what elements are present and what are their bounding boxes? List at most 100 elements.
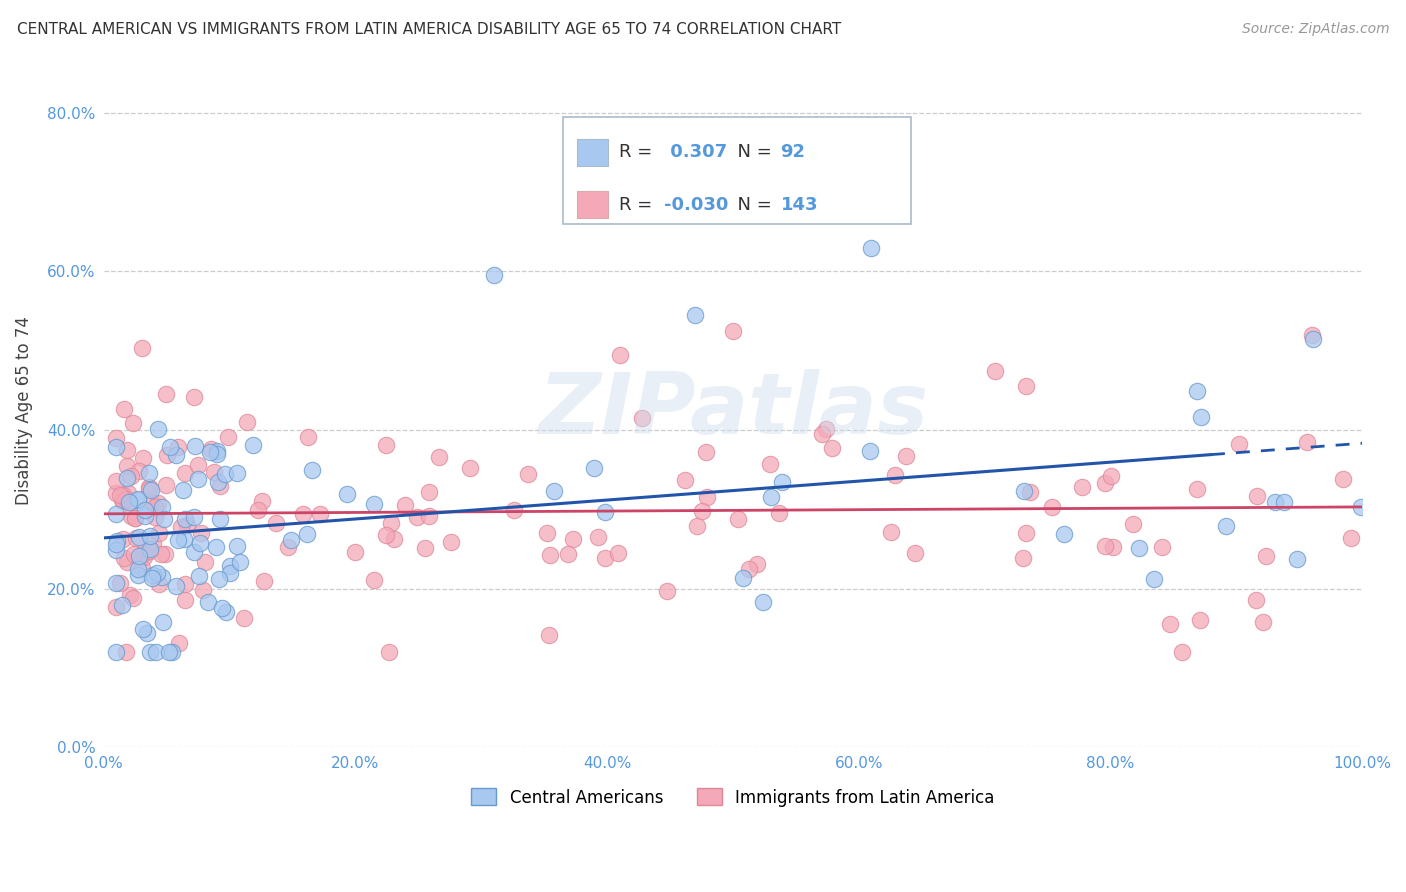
Point	[150, 500, 173, 514]
Point	[191, 582, 214, 597]
Text: 0.307: 0.307	[664, 144, 727, 161]
Point	[1286, 552, 1309, 566]
Point	[207, 475, 229, 490]
Point	[118, 588, 141, 602]
Point	[157, 645, 180, 659]
Point	[173, 532, 195, 546]
Point	[821, 441, 844, 455]
Point	[406, 509, 429, 524]
Point	[295, 527, 318, 541]
Point	[155, 547, 177, 561]
Point	[170, 520, 193, 534]
Point	[759, 457, 782, 471]
Point	[630, 411, 652, 425]
Text: CENTRAL AMERICAN VS IMMIGRANTS FROM LATIN AMERICA DISABILITY AGE 65 TO 74 CORREL: CENTRAL AMERICAN VS IMMIGRANTS FROM LATI…	[17, 22, 841, 37]
Point	[983, 364, 1005, 378]
Point	[183, 510, 205, 524]
Point	[242, 438, 264, 452]
Point	[1264, 495, 1286, 509]
Point	[884, 468, 907, 483]
Point	[1070, 480, 1092, 494]
Point	[860, 240, 883, 254]
Point	[172, 483, 194, 497]
Point	[1040, 500, 1063, 515]
Point	[538, 549, 561, 563]
Point	[142, 536, 165, 550]
Point	[156, 448, 179, 462]
Point	[155, 387, 177, 401]
Point	[344, 545, 367, 559]
Point	[138, 482, 160, 496]
Point	[141, 571, 163, 585]
Point	[132, 450, 155, 465]
Point	[105, 645, 128, 659]
Text: Source: ZipAtlas.com: Source: ZipAtlas.com	[1241, 22, 1389, 37]
Point	[111, 532, 134, 546]
Point	[377, 645, 399, 659]
Point	[226, 540, 249, 554]
Point	[1015, 525, 1038, 540]
Point	[117, 442, 139, 457]
Point	[146, 566, 169, 580]
Legend: Central Americans, Immigrants from Latin America: Central Americans, Immigrants from Latin…	[465, 781, 1001, 814]
Point	[1272, 495, 1295, 509]
Point	[159, 441, 181, 455]
Point	[380, 516, 402, 531]
Point	[131, 560, 153, 574]
Point	[122, 547, 145, 561]
Point	[148, 577, 170, 591]
Point	[297, 429, 319, 443]
Point	[1171, 645, 1194, 659]
Point	[374, 528, 396, 542]
Point	[737, 562, 759, 576]
Point	[167, 533, 190, 548]
Point	[1018, 484, 1040, 499]
Point	[1094, 476, 1116, 491]
Point	[217, 430, 239, 444]
Point	[105, 575, 128, 590]
Point	[138, 480, 160, 494]
Point	[301, 463, 323, 477]
Point	[194, 555, 217, 569]
Point	[112, 402, 135, 417]
Point	[593, 551, 616, 566]
Point	[363, 573, 385, 587]
Point	[219, 566, 242, 581]
Point	[770, 475, 793, 489]
Point	[108, 488, 131, 502]
Point	[105, 507, 128, 521]
Point	[1102, 540, 1125, 554]
Point	[859, 444, 882, 458]
Point	[207, 444, 229, 458]
Point	[120, 509, 142, 524]
Point	[1053, 526, 1076, 541]
Point	[153, 512, 176, 526]
Point	[176, 518, 198, 533]
Point	[211, 600, 233, 615]
Point	[165, 579, 187, 593]
Point	[138, 645, 160, 659]
Point	[593, 505, 616, 519]
Point	[1251, 615, 1274, 629]
Point	[115, 471, 138, 485]
Point	[538, 628, 561, 642]
Point	[582, 460, 605, 475]
Point	[1185, 482, 1208, 496]
Point	[128, 464, 150, 478]
Point	[150, 547, 173, 561]
Point	[143, 500, 166, 515]
Y-axis label: Disability Age 65 to 74: Disability Age 65 to 74	[15, 316, 32, 505]
Point	[1246, 489, 1268, 503]
Point	[142, 567, 165, 582]
Point	[145, 509, 167, 524]
Point	[394, 498, 416, 512]
Text: ZIPatlas: ZIPatlas	[537, 368, 928, 451]
Point	[209, 511, 232, 525]
Point	[1122, 516, 1144, 531]
Point	[609, 348, 631, 362]
Point	[122, 416, 145, 430]
Point	[112, 488, 135, 502]
Point	[115, 555, 138, 569]
Point	[145, 645, 167, 659]
Point	[1188, 613, 1211, 627]
